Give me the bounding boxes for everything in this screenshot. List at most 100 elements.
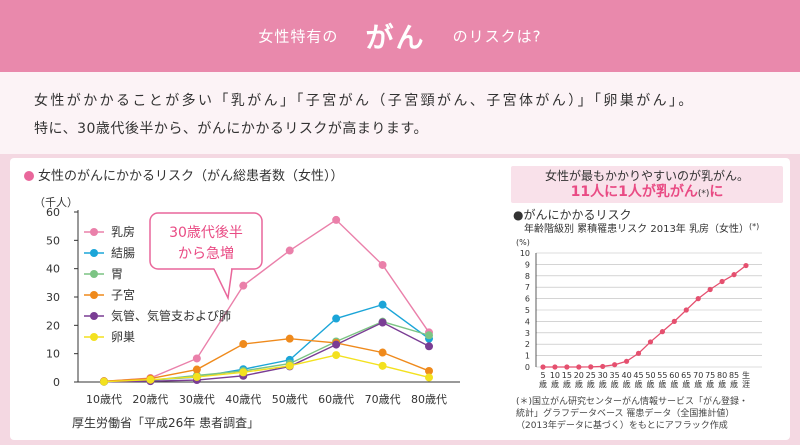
right-y-tick-label: 1 [525,352,530,361]
left-chart-title-text: 女性のがんにかかるリスク（がん総患者数（女性）） [38,169,344,184]
right-data-point [647,339,654,345]
right-data-point [659,329,666,335]
callout-text: 30歳代後半 [169,225,243,241]
right-x-tick-label: 10 [550,371,560,380]
x-tick-label: 70歳代 [365,393,401,406]
highlight-end: に [709,184,724,200]
right-x-tick-unit: 歳 [539,379,547,389]
data-point [425,366,434,375]
x-tick-label: 50歳代 [272,393,308,406]
x-tick-label: 20歳代 [132,393,168,406]
right-chart-subtitle: 年齢階級別 累積罹患リスク 2013年 乳房（女性）(*) [524,220,759,235]
intro-line-1: 女性がかかることが多い「乳がん」「子宮がん（子宮頸がん、子宮体がん）」「卵巣がん… [34,93,695,109]
highlight-number: 11人に1人 [570,184,642,200]
data-point [239,281,248,290]
right-x-tick-label: 60 [669,371,679,380]
callout-text: から急増 [178,246,234,262]
title-prefix: 女性特有の [258,27,339,46]
note-line: （2013年データに基づく）をもとにアフラック作成 [516,421,728,431]
right-y-tick-label: 8 [525,272,530,281]
data-point [378,260,387,269]
legend-marker [90,333,98,341]
highlight-line-1: 女性が最もかかりやすいのが乳がん。 [544,169,749,183]
data-point [378,318,387,327]
title-main: がん [365,21,426,54]
right-data-point [576,364,582,370]
callout-tail [213,268,233,301]
series-line [103,321,430,383]
right-data-point [695,296,701,302]
data-point [378,361,387,370]
data-point [378,348,387,357]
right-y-tick-label: 6 [525,295,530,304]
right-x-tick-unit: 歳 [599,379,607,389]
data-point [192,354,201,363]
y-axis-label: （千人） [34,196,78,209]
right-x-tick-unit: 歳 [563,379,571,389]
legend-label: 気管、気管支および肺 [111,308,231,323]
highlight-middle: が乳がん [641,184,698,200]
right-x-tick-label: 65 [681,371,691,380]
highlight-line-2: 11人に1人が乳がん(*)に [511,184,783,203]
right-data-point [552,364,558,370]
highlight-box: 女性が最もかかりやすいのが乳がん。 11人に1人が乳がん(*)に [511,166,783,203]
legend-marker [90,270,98,278]
right-data-point [540,364,546,370]
intro-line-2: 特に、30歳代後半から、がんにかかるリスクが高まります。 [34,121,428,137]
data-point [332,314,341,323]
legend-label: 乳房 [111,224,135,239]
x-tick-label: 10歳代 [86,393,122,406]
header-banner [0,0,800,72]
right-y-tick-label: 9 [525,260,530,269]
data-point [378,300,387,309]
right-x-tick-unit: 歳 [623,379,631,389]
right-x-tick-label: 40 [621,371,631,380]
left-chart-title: 女性のがんにかかるリスク（がん総患者数（女性）） [24,165,344,184]
y-tick-label: 30 [46,291,60,304]
y-tick-label: 50 [46,234,60,247]
series-line [103,354,430,383]
right-x-tick-label: 5 [540,371,545,380]
right-x-tick-unit: 涯 [742,380,750,389]
legend-marker [90,312,98,320]
right-x-tick-unit: 歳 [646,379,654,389]
right-x-tick-label: 15 [562,371,572,380]
right-data-point [635,350,642,356]
right-x-tick-unit: 歳 [670,379,678,389]
right-x-tick-unit: 歳 [730,379,738,389]
right-data-point [671,318,677,324]
right-data-point [731,272,737,278]
data-point [146,375,155,384]
legend-label: 結腸 [111,246,135,260]
right-data-point [623,358,630,364]
legend-marker [90,291,98,299]
y-tick-label: 0 [53,376,60,389]
data-point [332,215,341,224]
x-tick-label: 40歳代 [225,393,261,406]
right-series-line [543,265,747,368]
right-x-tick-label: 45 [633,371,643,380]
left-chart-source: 厚生労働省「平成26年 患者調査」 [72,416,260,430]
right-data-point [743,262,749,269]
data-point [192,365,201,374]
callout-bubble [149,212,263,270]
intro-box: 女性がかかることが多い「乳がん」「子宮がん（子宮頸がん、子宮体がん）」「卵巣がん… [0,72,800,154]
data-point [285,334,294,343]
y-tick-label: 40 [46,263,60,276]
right-x-tick-label: 生 [742,370,750,380]
right-data-point [588,364,594,370]
x-tick-label: 60歳代 [318,393,354,406]
right-y-tick-label: 0 [525,363,530,372]
right-y-tick-label: 2 [525,340,530,349]
right-x-tick-label: 80 [717,371,727,380]
bullet-icon [24,171,34,181]
right-y-tick-label: 4 [525,317,530,326]
right-x-tick-unit: 歳 [635,379,643,389]
data-point [332,340,341,349]
right-data-point [683,307,689,313]
y-tick-label: 10 [46,348,60,361]
data-point [425,342,434,351]
right-x-tick-label: 25 [586,371,596,380]
right-x-tick-unit: 歳 [551,379,559,389]
page-title: 女性特有の がん のリスクは? [0,16,800,56]
